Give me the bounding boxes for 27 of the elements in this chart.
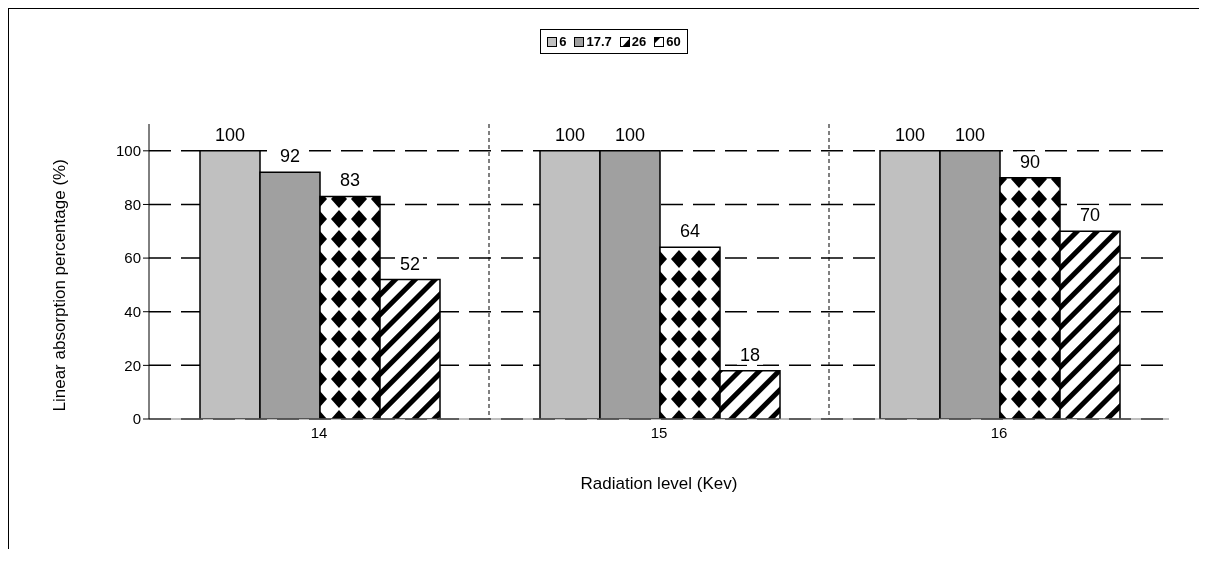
data-label: 70 [1079,205,1101,226]
y-tick-label: 60 [124,249,141,267]
data-label: 18 [739,344,761,365]
y-axis-title: Linear absorption percentage (%) [50,159,70,412]
legend-label: 17.7 [585,34,612,49]
x-tick-label: 16 [990,423,1008,441]
y-tick-label: 100 [115,142,141,160]
data-label: 92 [279,146,301,167]
legend-label: 26 [630,34,647,49]
y-tick-label: 80 [124,195,141,213]
y-tick-label: 0 [132,410,141,428]
data-label: 100 [614,124,646,145]
legend-label: 60 [665,34,681,49]
data-label: 52 [399,253,421,274]
data-label: 100 [554,124,586,145]
data-label: 90 [1019,151,1041,172]
data-label: 100 [214,124,246,145]
data-label: 100 [954,124,986,145]
data-label: 100 [894,124,926,145]
y-tick-label: 40 [124,303,141,321]
data-label: 83 [339,170,361,191]
x-tick-label: 14 [310,423,328,441]
legend-label: 6 [558,34,567,49]
y-tick-label: 20 [124,356,141,374]
x-tick-label: 15 [650,423,668,441]
x-axis-title: Radiation level (Kev) [580,474,738,493]
data-label: 64 [679,221,701,242]
